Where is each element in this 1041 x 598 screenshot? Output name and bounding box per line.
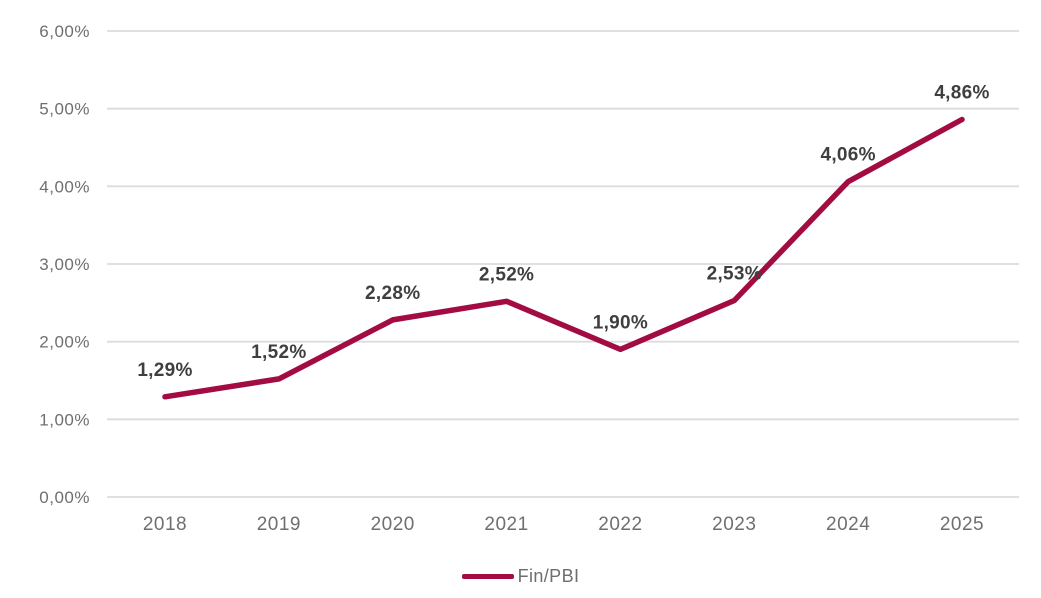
data-line-fin-pbi <box>162 116 965 400</box>
data-point-label: 2,28% <box>365 283 420 304</box>
chart-legend: Fin/PBI <box>0 564 1041 588</box>
y-axis-tick-label: 1,00% <box>39 410 90 429</box>
x-axis-tick-label: 2018 <box>143 514 187 535</box>
y-axis-tick-label: 4,00% <box>39 177 90 196</box>
x-axis-tick-label: 2025 <box>940 514 984 535</box>
x-axis-tick-label: 2021 <box>484 514 528 535</box>
legend-line-swatch <box>461 573 514 579</box>
x-axis-tick-label: 2019 <box>257 514 301 535</box>
legend-series-label: Fin/PBI <box>517 565 580 586</box>
y-axis-tick-label: 2,00% <box>39 333 90 352</box>
x-axis-tick-label: 2020 <box>371 514 415 535</box>
data-point-label: 1,29% <box>137 360 192 381</box>
y-axis-tick-label: 6,00% <box>39 22 90 41</box>
y-axis-tick-label: 3,00% <box>39 255 90 274</box>
data-point-label: 4,06% <box>820 145 875 166</box>
data-point-label: 2,53% <box>707 264 762 285</box>
data-point-label: 1,52% <box>251 342 306 363</box>
x-axis-tick-label: 2024 <box>826 514 870 535</box>
y-axis-tick-label: 5,00% <box>39 100 90 119</box>
data-point-label: 1,90% <box>593 312 648 333</box>
data-point-label: 4,86% <box>934 83 989 104</box>
data-point-label: 2,52% <box>479 264 534 285</box>
y-axis-tick-label: 0,00% <box>39 488 90 507</box>
x-axis-tick-label: 2022 <box>598 514 642 535</box>
x-axis-tick-label: 2023 <box>712 514 756 535</box>
